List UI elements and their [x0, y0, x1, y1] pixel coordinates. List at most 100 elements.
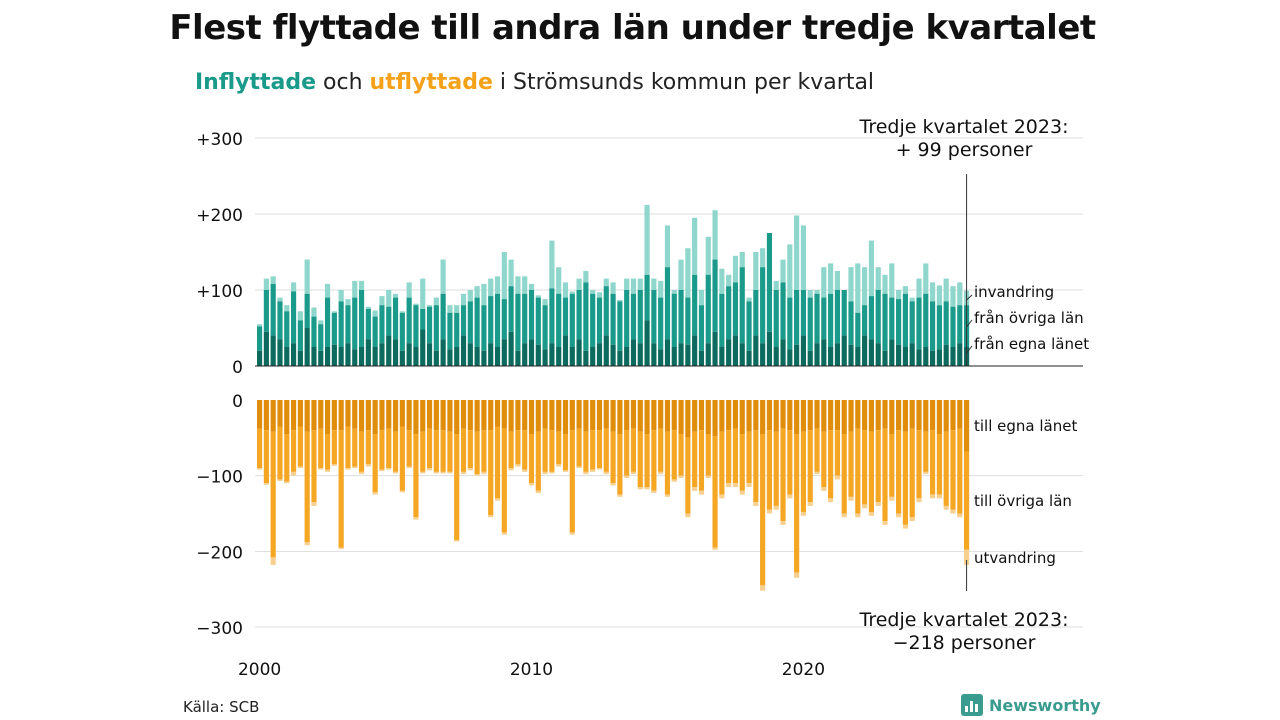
bar-invandring: [739, 252, 745, 268]
bar-utvandring: [542, 471, 548, 475]
bar-till-ovriga-lan: [311, 430, 317, 503]
bar-invandring: [800, 225, 807, 290]
bar-invandring: [834, 271, 841, 290]
bar-invandring: [515, 276, 521, 294]
bar-till-egna-lanet: [426, 400, 433, 429]
bar-fran-egna-lanet: [358, 347, 365, 366]
bar-till-egna-lanet: [596, 400, 603, 431]
bar-fran-egna-lanet: [399, 350, 405, 366]
bar-invandring: [304, 259, 310, 294]
bar-utvandring: [352, 466, 358, 469]
bar-fran-ovriga-lan: [290, 291, 297, 344]
bar-till-ovriga-lan: [800, 431, 807, 512]
bar-utvandring: [494, 498, 501, 501]
bar-till-ovriga-lan: [379, 430, 385, 470]
bar-fran-ovriga-lan: [678, 290, 684, 344]
bar-utvandring: [896, 513, 902, 518]
bar-till-egna-lanet: [379, 400, 385, 431]
bar-till-ovriga-lan: [454, 434, 460, 540]
bar-fran-ovriga-lan: [494, 293, 501, 347]
bar-till-egna-lanet: [780, 400, 786, 429]
bar-utvandring: [766, 509, 773, 514]
bar-fran-egna-lanet: [488, 343, 494, 366]
bar-fran-ovriga-lan: [481, 305, 487, 351]
bar-till-egna-lanet: [263, 400, 269, 431]
bar-utvandring: [447, 471, 453, 474]
bar-invandring: [338, 290, 344, 302]
bar-till-egna-lanet: [916, 400, 922, 431]
bar-fran-egna-lanet: [685, 344, 691, 366]
bar-utvandring: [732, 483, 739, 488]
bar-invandring: [352, 280, 358, 298]
bar-invandring: [494, 276, 501, 294]
bar-till-ovriga-lan: [590, 430, 596, 470]
bar-fran-ovriga-lan: [726, 286, 732, 340]
bar-fran-egna-lanet: [576, 339, 582, 366]
bar-fran-ovriga-lan: [406, 297, 412, 344]
bar-utvandring: [386, 468, 392, 470]
bar-till-ovriga-lan: [936, 434, 942, 495]
bar-fran-egna-lanet: [787, 349, 793, 366]
bar-till-ovriga-lan: [617, 434, 623, 495]
bar-till-ovriga-lan: [440, 430, 446, 472]
y-tick-label-upper: +300: [196, 130, 243, 150]
bar-till-ovriga-lan: [780, 428, 786, 522]
bar-fran-ovriga-lan: [508, 286, 514, 332]
bar-invandring: [685, 248, 691, 298]
bar-till-ovriga-lan: [460, 428, 467, 472]
bar-utvandring: [583, 471, 589, 475]
bar-utvandring: [807, 502, 813, 506]
bar-invandring: [331, 311, 337, 313]
bar-fran-ovriga-lan: [624, 290, 630, 347]
bar-till-ovriga-lan: [324, 434, 331, 470]
bar-fran-egna-lanet: [515, 350, 521, 366]
bar-fran-egna-lanet: [263, 331, 269, 366]
bar-invandring: [508, 259, 514, 287]
bar-utvandring: [297, 466, 303, 469]
bar-invandring: [896, 290, 902, 300]
bar-fran-ovriga-lan: [596, 297, 603, 344]
bar-fran-ovriga-lan: [712, 259, 718, 332]
bar-fran-egna-lanet: [590, 347, 596, 366]
bar-utvandring: [624, 475, 630, 478]
bar-till-egna-lanet: [889, 400, 895, 435]
bar-till-egna-lanet: [454, 400, 460, 435]
bar-fran-ovriga-lan: [488, 296, 494, 344]
bar-fran-egna-lanet: [889, 339, 895, 366]
bar-fran-egna-lanet: [304, 328, 310, 366]
bar-fran-egna-lanet: [753, 335, 759, 366]
bar-till-ovriga-lan: [583, 431, 589, 472]
bar-fran-egna-lanet: [664, 339, 671, 366]
bar-fran-ovriga-lan: [692, 274, 698, 336]
x-tick-label: 2020: [782, 660, 825, 680]
y-tick-label-lower: −200: [196, 543, 243, 563]
bar-utvandring: [746, 483, 752, 488]
bar-fran-egna-lanet: [760, 343, 766, 366]
bar-till-egna-lanet: [277, 400, 283, 427]
bar-fran-egna-lanet: [318, 350, 324, 366]
bar-utvandring: [569, 532, 575, 535]
bar-utvandring: [957, 513, 963, 518]
bar-fran-ovriga-lan: [297, 320, 303, 351]
bar-invandring: [950, 286, 956, 307]
bar-utvandring: [270, 557, 276, 565]
bar-fran-egna-lanet: [277, 339, 283, 366]
bar-till-ovriga-lan: [685, 437, 691, 514]
bar-utvandring: [304, 542, 310, 546]
bar-utvandring: [950, 509, 956, 514]
bar-invandring: [821, 267, 827, 298]
bar-utvandring: [875, 502, 881, 506]
bar-fran-egna-lanet: [909, 343, 915, 366]
bar-utvandring: [392, 471, 399, 474]
bar-utvandring: [549, 471, 555, 474]
bar-fran-ovriga-lan: [542, 305, 548, 350]
bar-fran-ovriga-lan: [318, 324, 324, 351]
bar-invandring: [576, 278, 582, 290]
bar-fran-ovriga-lan: [501, 299, 507, 340]
brand-name: Newsworthy: [989, 695, 1101, 715]
bar-utvandring: [440, 471, 446, 474]
bar-utvandring: [637, 487, 643, 490]
bar-till-egna-lanet: [556, 400, 562, 432]
bar-till-egna-lanet: [834, 400, 841, 431]
bar-till-ovriga-lan: [535, 431, 541, 491]
